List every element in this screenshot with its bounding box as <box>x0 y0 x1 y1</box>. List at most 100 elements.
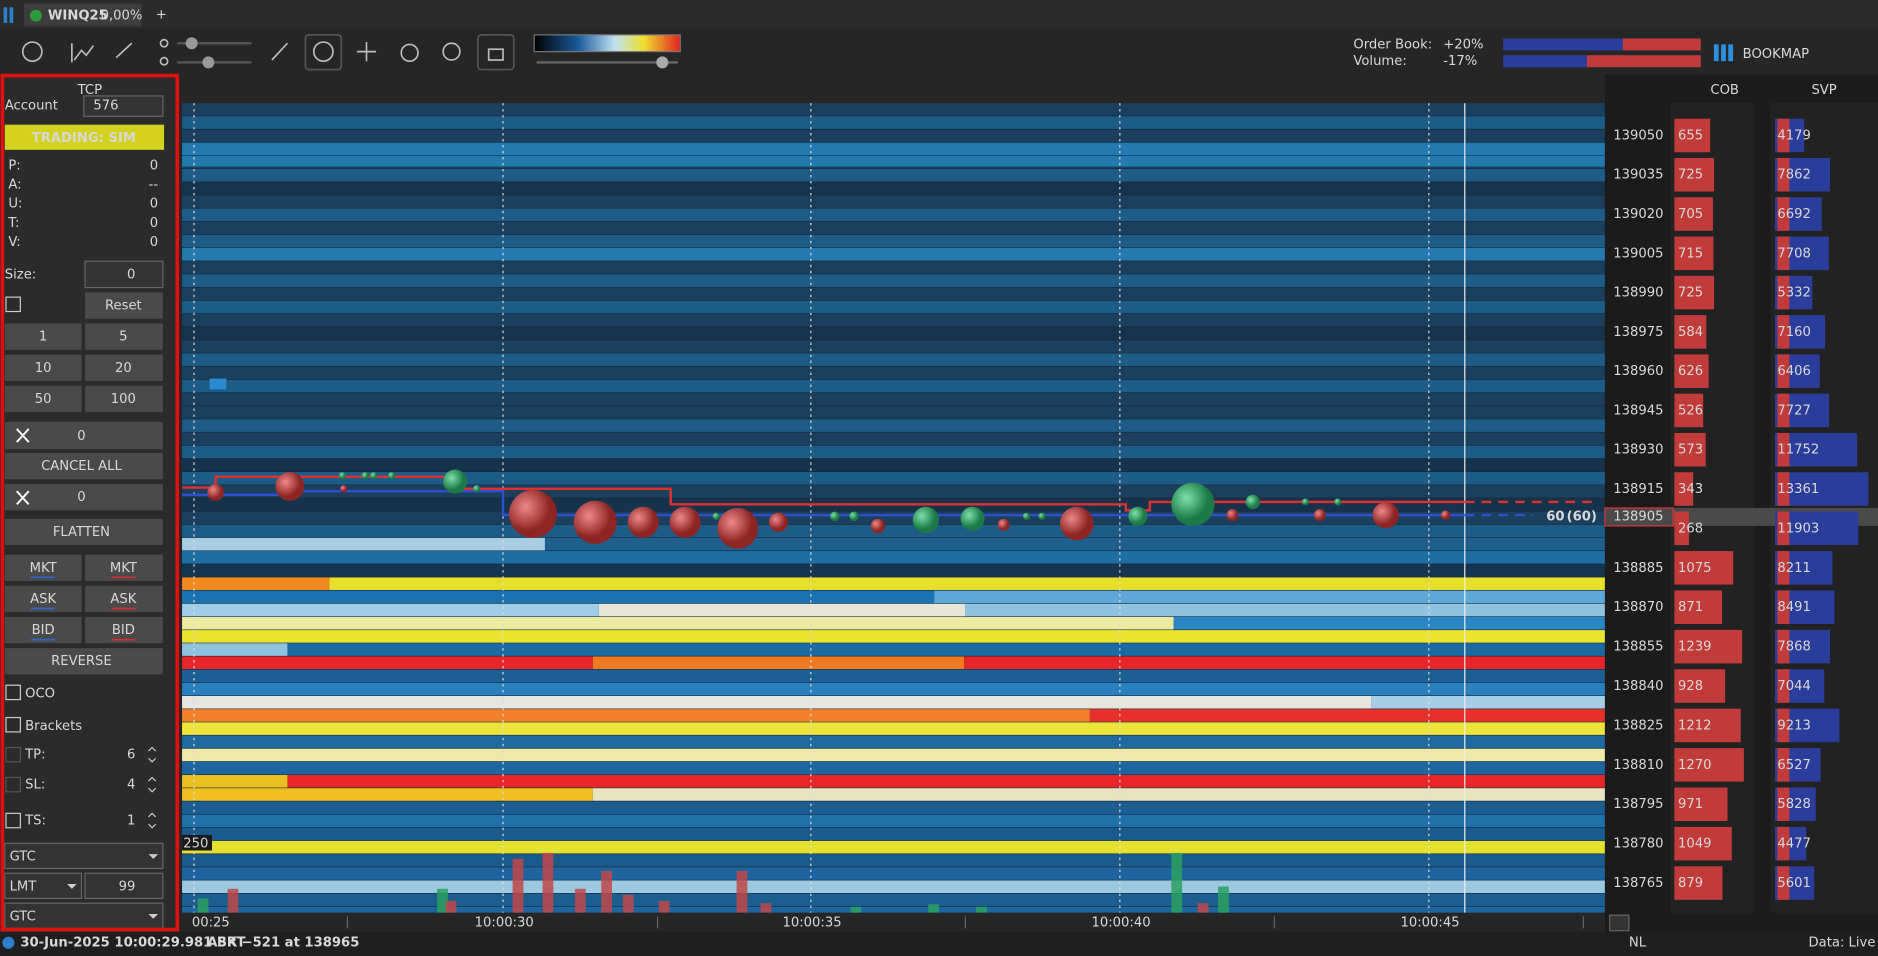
quantity-button[interactable] <box>85 323 163 350</box>
order-button[interactable] <box>4 554 82 582</box>
svp-value: 4179 <box>1777 128 1810 143</box>
column-header: COB <box>1710 83 1739 98</box>
ts-spinner[interactable] <box>148 812 157 829</box>
order-button[interactable] <box>85 554 163 582</box>
ts-checkbox[interactable] <box>5 812 21 829</box>
brackets-checkbox[interactable] <box>5 716 21 733</box>
heat-row <box>182 735 1605 749</box>
heat-row <box>182 248 1605 261</box>
slider-thumb[interactable] <box>185 37 198 50</box>
svp-sell-bar <box>1777 393 1790 428</box>
heat-row <box>182 392 1605 406</box>
cancel-all-button[interactable] <box>4 452 163 480</box>
checkbox[interactable] <box>5 296 21 313</box>
slider-thumb[interactable] <box>202 56 215 69</box>
cob-value: 928 <box>1678 679 1703 694</box>
cob-bar <box>1674 393 1704 428</box>
quantity-label: 1 <box>39 330 47 345</box>
quantity-button[interactable] <box>4 385 82 413</box>
heat-row <box>182 472 1605 485</box>
volume-scale: 250 <box>183 836 208 851</box>
sell-trade <box>997 518 1010 531</box>
quantity-button[interactable] <box>4 354 82 381</box>
cob-value: 705 <box>1678 207 1703 222</box>
order-button[interactable] <box>4 585 82 613</box>
svp-sell-bar <box>1777 590 1790 625</box>
duration-select[interactable] <box>4 842 164 870</box>
buy-qty-row[interactable] <box>4 421 163 450</box>
svp-sell-bar <box>1777 826 1790 861</box>
color-scale[interactable] <box>533 34 681 53</box>
cob-bar <box>1674 354 1709 388</box>
tp-checkbox[interactable] <box>5 746 21 763</box>
duration2-select[interactable] <box>4 902 164 929</box>
status-icon <box>2 936 15 949</box>
sl-value: 4 <box>127 778 135 793</box>
cob-bar <box>1674 590 1723 625</box>
quantity-button[interactable] <box>4 323 82 350</box>
svp-value: 11903 <box>1777 521 1819 536</box>
heat-row <box>182 761 1605 775</box>
price: 138840 <box>1613 679 1663 694</box>
scroll-button[interactable] <box>1609 914 1630 932</box>
slider-thumb[interactable] <box>656 56 669 69</box>
sl-checkbox[interactable] <box>5 776 21 793</box>
tab[interactable] <box>23 3 142 27</box>
account-select[interactable] <box>83 95 164 117</box>
volume-bar <box>1171 852 1183 913</box>
chart-overlay: 60 (60) 250 <box>182 103 1597 913</box>
cob-bar <box>1674 157 1715 192</box>
price: 138945 <box>1613 403 1663 418</box>
sell-qty-row[interactable] <box>4 483 163 511</box>
buy-trade <box>388 472 396 480</box>
order-button[interactable] <box>85 585 163 613</box>
cob-value: 715 <box>1678 246 1703 261</box>
reset-button[interactable] <box>85 292 163 319</box>
heat-row <box>182 537 545 551</box>
toolbar-icons[interactable] <box>21 34 515 71</box>
close-icon[interactable] <box>16 428 30 443</box>
oco-checkbox[interactable] <box>5 684 21 701</box>
heat-row <box>182 432 1605 446</box>
heat-row <box>182 827 1605 841</box>
time-label: 00:25 <box>192 915 230 930</box>
volume-bar <box>542 852 554 913</box>
add-tab[interactable]: + <box>156 7 167 22</box>
buy-trade <box>1171 482 1215 526</box>
cob-value: 268 <box>1678 521 1703 536</box>
svp-value: 6527 <box>1777 758 1810 773</box>
cob-bar <box>1674 472 1694 506</box>
reverse-button[interactable] <box>4 648 163 675</box>
svp-sell-bar <box>1777 472 1790 506</box>
heat-row <box>182 234 1605 248</box>
tab-bar <box>0 0 1878 29</box>
heat-row <box>182 880 1605 894</box>
close-icon[interactable] <box>16 490 30 505</box>
size-input[interactable] <box>84 260 164 289</box>
order_type-select[interactable] <box>4 872 83 899</box>
quantity-button[interactable] <box>85 354 163 381</box>
buy-trade <box>960 506 985 531</box>
volume-bar <box>197 898 209 913</box>
tp-spinner[interactable] <box>148 746 157 763</box>
svp-value: 8491 <box>1777 600 1810 615</box>
heat-row <box>1089 709 1605 722</box>
flatten-button[interactable] <box>4 518 163 546</box>
buy-trade <box>338 472 347 480</box>
quantity-button[interactable] <box>85 385 163 413</box>
order-button[interactable] <box>4 616 82 644</box>
volume-bar <box>658 900 670 913</box>
ladder-rows: COB SVP 139050 655 4179 139035 725 7862 139020 70… <box>1613 83 1869 900</box>
time-axis <box>182 912 1605 932</box>
quantity-label: 20 <box>115 361 132 376</box>
offset-input[interactable] <box>84 872 164 899</box>
stat-label: U: <box>8 197 22 212</box>
order-button[interactable] <box>85 616 163 644</box>
volume-bar <box>445 900 457 913</box>
sl-spinner[interactable] <box>148 776 157 793</box>
heat-row <box>182 893 1605 907</box>
buy-trade <box>361 472 369 480</box>
heat-row <box>1371 695 1605 709</box>
heat-row <box>182 551 1605 564</box>
cob-bar <box>1674 748 1744 782</box>
